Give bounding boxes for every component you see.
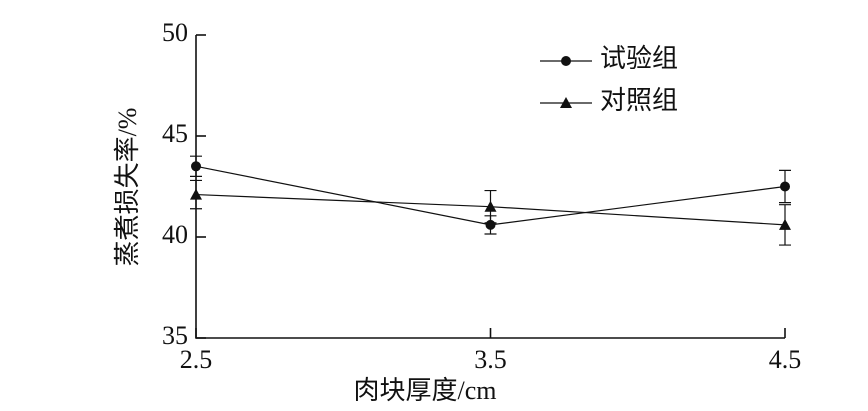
x-tick-label: 2.5 [180,345,213,374]
y-tick-label: 50 [162,18,188,47]
marker [779,218,791,230]
marker [780,181,790,192]
y-tick-label: 40 [162,220,188,249]
legend-label: 对照组 [600,86,678,115]
legend-label: 试验组 [600,44,678,73]
marker [190,188,202,200]
marker [484,200,497,212]
x-tick-label: 3.5 [474,345,507,374]
axis-line [195,35,785,339]
marker [561,56,571,66]
y-axis-label: 蒸煮损失率/% [113,108,142,267]
x-tick-label: 4.5 [769,345,802,374]
marker [560,97,572,108]
marker [191,161,201,172]
y-tick-label: 45 [162,119,188,148]
x-axis-label: 肉块厚度/cm [354,376,497,405]
y-tick-label: 35 [162,321,188,350]
